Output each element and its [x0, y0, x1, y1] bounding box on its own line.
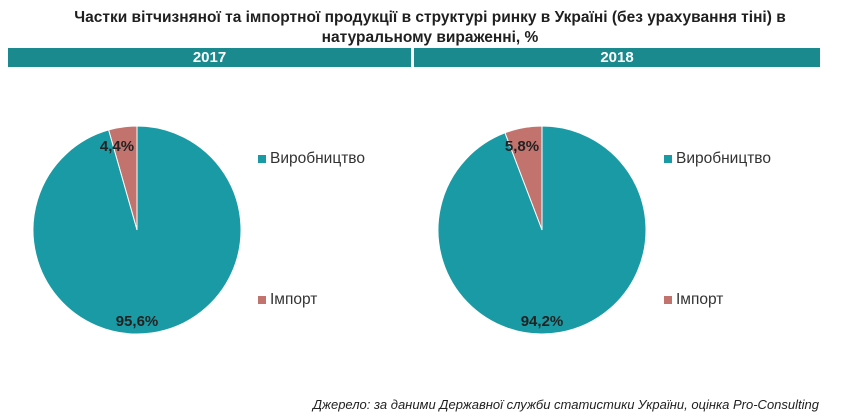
pie-chart-2018: 5,8% 94,2% — [437, 125, 647, 335]
data-label-import: 5,8% — [505, 138, 539, 155]
legend-item-import-2018: Імпорт — [664, 291, 723, 309]
pie-slice-production — [437, 125, 647, 335]
pie-slice-production — [32, 125, 242, 335]
chart-title: Частки вітчизняної та імпортної продукці… — [74, 9, 786, 46]
legend-item-production-2018: Виробництво — [664, 150, 771, 168]
data-label-production: 94,2% — [521, 313, 564, 330]
legend-swatch-production — [664, 155, 672, 163]
pie-chart-2017: 4,4% 95,6% — [32, 125, 242, 335]
year-header-2018: 2018 — [414, 48, 820, 67]
data-label-import: 4,4% — [100, 138, 134, 155]
legend-label-production: Виробництво — [270, 150, 365, 167]
legend-label-import: Імпорт — [270, 291, 318, 308]
legend-label-import: Імпорт — [676, 291, 724, 308]
legend-item-production-2017: Виробництво — [258, 150, 365, 168]
source-note: Джерело: за даними Державної служби стат… — [312, 397, 819, 412]
legend-item-import-2017: Імпорт — [258, 291, 317, 309]
legend-swatch-import — [258, 296, 266, 304]
legend-swatch-production — [258, 155, 266, 163]
legend-label-production: Виробництво — [676, 150, 771, 167]
data-label-production: 95,6% — [116, 313, 159, 330]
year-header-2017: 2017 — [8, 48, 411, 67]
legend-swatch-import — [664, 296, 672, 304]
